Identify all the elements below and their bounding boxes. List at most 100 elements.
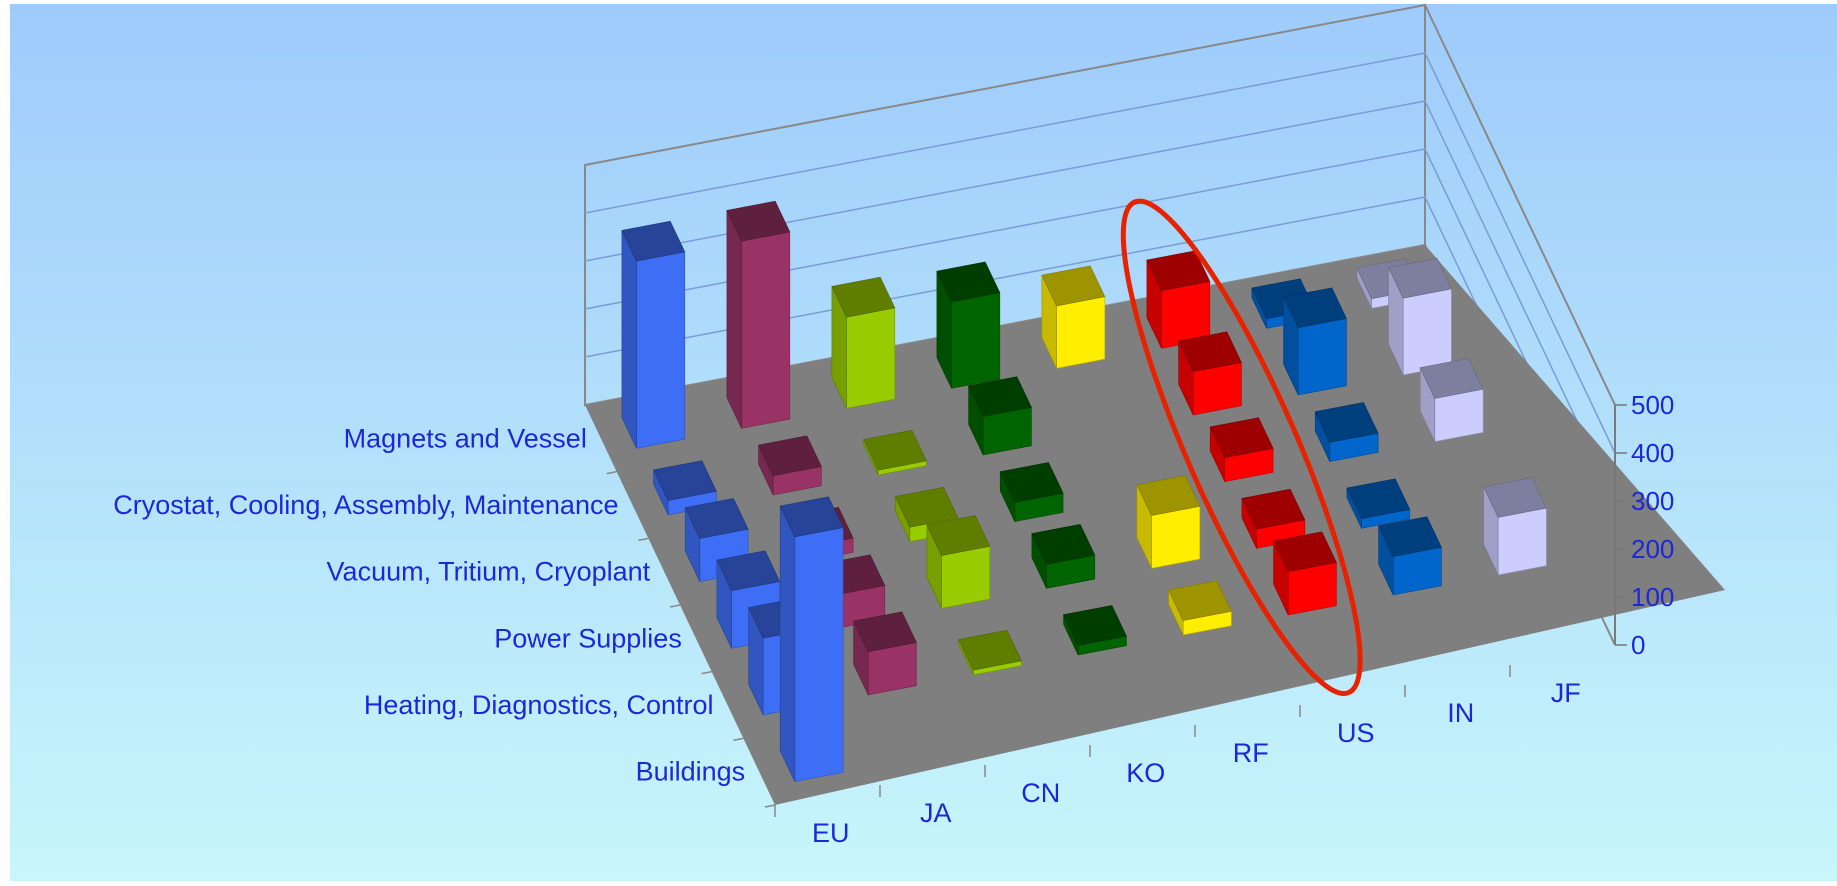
bar: [758, 435, 822, 496]
row-tick: [669, 604, 681, 608]
row-label: Heating, Diagnostics, Control: [364, 690, 714, 720]
row-tick: [701, 670, 712, 675]
row-label: Magnets and Vessel: [344, 423, 587, 453]
bar: [726, 200, 791, 429]
bar-top: [1031, 524, 1096, 565]
bar-top: [1146, 250, 1211, 292]
row-tick: [764, 804, 776, 808]
bar-top: [1178, 331, 1242, 373]
bar-side: [779, 505, 796, 782]
bar-top: [1419, 358, 1484, 399]
bar: [1168, 580, 1232, 636]
z-tick-label: 0: [1631, 630, 1645, 660]
bar-front: [846, 307, 896, 409]
bar-top: [863, 429, 927, 471]
bar-top: [1063, 605, 1127, 646]
bar: [999, 462, 1064, 522]
bar-top: [999, 462, 1064, 503]
bar: [968, 376, 1032, 456]
z-tick-label: 200: [1631, 534, 1674, 564]
column-label: RF: [1233, 738, 1269, 768]
bar-front: [741, 231, 791, 429]
bar-top: [926, 515, 991, 556]
bar: [926, 515, 991, 609]
row-labels: Magnets and Vessel Cryostat, Cooling, Ass…: [113, 423, 776, 808]
bar: [958, 629, 1022, 676]
bar-top: [1273, 531, 1337, 573]
bar-top: [1136, 475, 1201, 516]
row-label: Power Supplies: [494, 623, 682, 653]
bar-top: [684, 498, 749, 539]
bar-top: [968, 376, 1032, 417]
bar-top: [1041, 265, 1106, 307]
row-label: Cryostat, Cooling, Assembly, Maintenance: [113, 490, 618, 520]
z-tick-label: 500: [1631, 390, 1674, 420]
bar: [1314, 402, 1379, 462]
bar-top: [1314, 402, 1379, 443]
bar-side: [621, 230, 637, 449]
bars-group: [621, 200, 1547, 782]
bar-top: [1483, 477, 1547, 518]
bar-top: [831, 276, 896, 318]
bar-top: [1209, 417, 1274, 458]
gridline: [584, 100, 1616, 502]
bar: [1378, 516, 1442, 596]
bar: [1483, 477, 1547, 576]
bar: [863, 429, 927, 476]
row-label: Vacuum, Tritium, Cryoplant: [327, 557, 651, 587]
bar: [936, 261, 1001, 389]
bar-top: [1378, 516, 1442, 557]
bar-top: [894, 486, 959, 528]
bar: [1031, 524, 1096, 589]
column-label: IN: [1447, 698, 1474, 728]
bar-top: [779, 496, 844, 538]
column-label: JA: [920, 798, 952, 828]
bar: [1209, 417, 1274, 482]
bar: [1283, 287, 1347, 396]
bar-top: [1168, 580, 1232, 621]
bar: [853, 611, 917, 696]
highlight-ellipse: [1120, 198, 1363, 697]
column-label: KO: [1126, 758, 1165, 788]
bar-front: [1497, 507, 1547, 576]
column-labels: EU JA CN KO RF US IN JF: [774, 665, 1581, 848]
bar: [1063, 605, 1127, 656]
bar-top: [958, 629, 1022, 671]
bar-front: [1402, 288, 1452, 376]
bar-top: [621, 220, 686, 262]
row-label: Buildings: [636, 757, 746, 787]
z-tick-label: 300: [1631, 486, 1674, 516]
bar-front: [941, 545, 991, 609]
column-label: JF: [1551, 678, 1581, 708]
bar: [1419, 358, 1484, 442]
bar-top: [1241, 488, 1306, 530]
bar: [779, 496, 844, 782]
column-label: EU: [812, 818, 850, 848]
z-axis: 0 100 200 300 400 500: [1614, 390, 1674, 660]
bar: [1273, 531, 1337, 616]
bar: [1041, 265, 1106, 369]
bar-front: [1151, 505, 1201, 569]
bar-top: [653, 460, 717, 501]
bar: [894, 486, 959, 542]
bar-front: [1297, 318, 1347, 396]
bar: [1146, 250, 1211, 349]
bar: [1388, 257, 1452, 376]
bar-front: [794, 527, 844, 782]
bar: [1178, 331, 1242, 416]
bar: [621, 220, 686, 449]
bar: [1346, 478, 1411, 529]
bar-front: [636, 251, 686, 449]
gridline: [584, 52, 1616, 454]
bar-top: [726, 200, 791, 242]
z-tick-label: 100: [1631, 582, 1674, 612]
bar-top: [1346, 478, 1411, 520]
bar-top: [758, 435, 822, 477]
bar-front: [951, 292, 1001, 389]
bar-top: [716, 550, 781, 592]
bar-top: [853, 611, 917, 653]
bar-side: [726, 210, 742, 429]
bar: [831, 276, 896, 409]
